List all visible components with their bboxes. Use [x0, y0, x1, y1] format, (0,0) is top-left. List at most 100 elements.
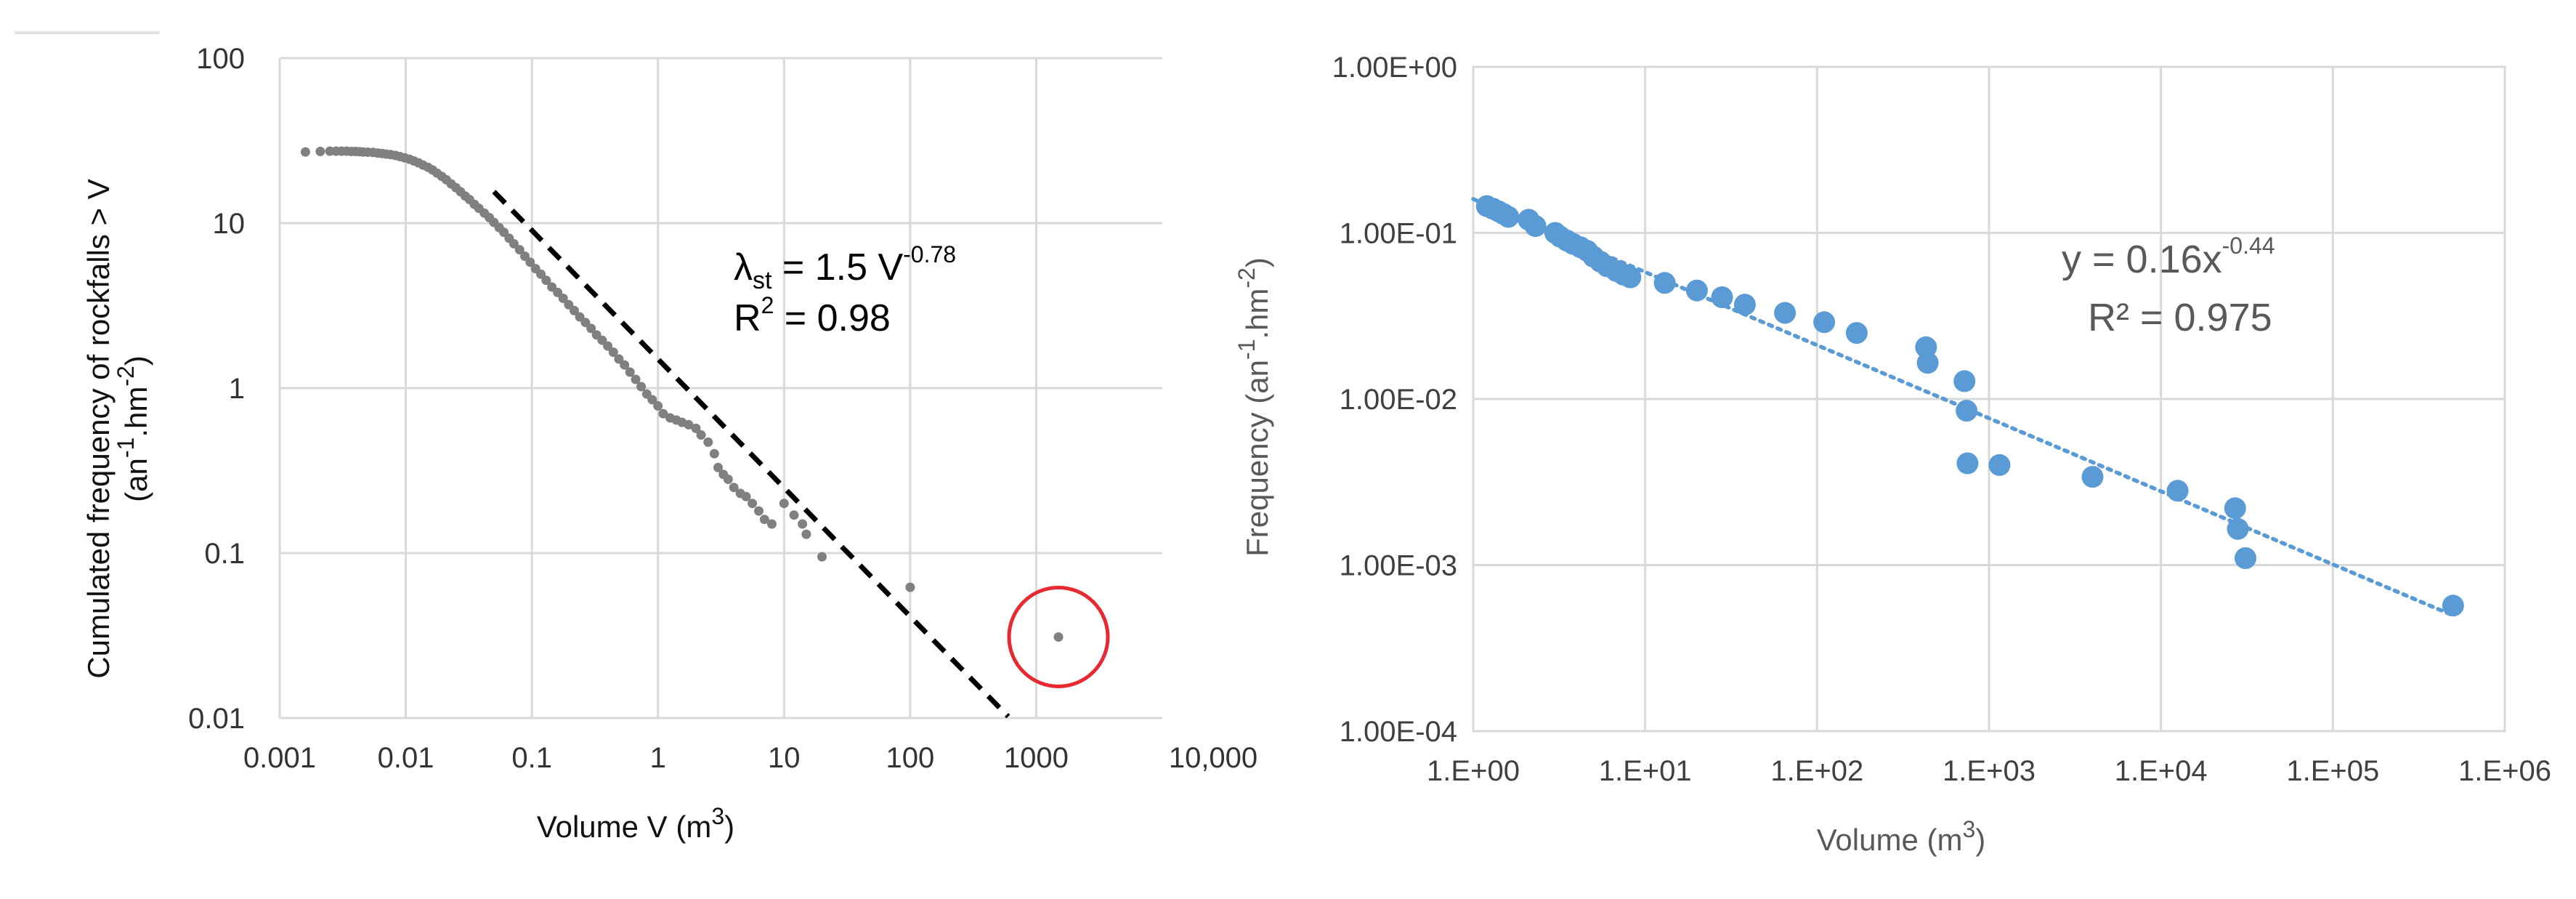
- left-data-point: [315, 146, 325, 156]
- left-data-point: [798, 519, 808, 529]
- left-data-point: [558, 294, 568, 303]
- left-data-point: [817, 552, 827, 562]
- left-y-tick-label: 0.1: [204, 538, 245, 570]
- left-x-tick-label: 1000: [1004, 742, 1069, 774]
- left-data-point: [801, 529, 811, 539]
- left-data-point: [553, 287, 563, 297]
- left-data-point: [653, 401, 663, 411]
- left-data-point: [536, 269, 546, 279]
- right-equation: y = 0.16x-0.44: [2062, 233, 2275, 281]
- left-data-point: [541, 275, 551, 286]
- highlight-circle: [1007, 585, 1110, 688]
- left-data-point: [767, 519, 777, 529]
- right-y-tick-label: 1.00E+00: [1332, 52, 1457, 84]
- right-y-tick-label: 1.00E-02: [1340, 384, 1457, 416]
- left-data-point: [703, 437, 713, 447]
- left-gridlines: [278, 57, 1162, 719]
- right-x-axis-title: Volume (m3): [1817, 816, 1986, 857]
- left-y-tick-label: 1: [229, 373, 245, 405]
- left-data-point: [709, 448, 719, 459]
- left-x-tick-label: 0.001: [243, 742, 316, 774]
- left-data-point: [608, 347, 618, 358]
- right-gridlines: [1472, 65, 2506, 733]
- right-data-point: [1619, 266, 1642, 289]
- right-data-point: [1953, 370, 1976, 392]
- left-data-point: [748, 499, 758, 509]
- frequency-volume-chart: 1.E+00 1.E+01 1.E+02 1.E+03 1.E+04 1.E+05 1.E+…: [1234, 52, 2551, 857]
- right-data-point: [1774, 302, 1797, 324]
- right-y-tick-labels: 1.00E-04 1.00E-03 1.00E-02 1.00E-01 1.00E+00: [1332, 52, 1457, 748]
- left-data-point: [741, 491, 751, 501]
- left-x-tick-label: 1: [650, 742, 666, 774]
- right-y-axis-title: Frequency (an-1.hm-2): [1234, 257, 1274, 557]
- right-data-point: [2227, 517, 2249, 540]
- right-data-point: [1524, 215, 1547, 237]
- left-data-point: [603, 341, 613, 351]
- left-data-point: [759, 515, 769, 525]
- left-y-tick-label: 0.01: [188, 703, 245, 735]
- left-data-point: [620, 360, 630, 370]
- left-data-point: [696, 430, 706, 440]
- right-x-tick-label: 1.E+03: [1943, 755, 2036, 787]
- left-data-points: [300, 146, 1064, 642]
- right-data-point: [2081, 466, 2104, 488]
- left-y-tick-labels: 0.01 0.1 1 10 100: [188, 43, 245, 735]
- right-data-point: [2442, 594, 2464, 617]
- left-data-point: [647, 395, 657, 405]
- right-y-tick-label: 1.00E-03: [1340, 550, 1457, 582]
- left-y-axis-title-line1: Cumulated frequency of rockfalls > V: [81, 179, 116, 679]
- right-x-tick-label: 1.E+06: [2458, 755, 2551, 787]
- right-data-point: [1653, 272, 1676, 294]
- left-data-point: [570, 305, 579, 315]
- right-data-point: [1733, 294, 1756, 316]
- left-data-point: [636, 382, 647, 392]
- right-data-point: [1988, 453, 2011, 476]
- left-data-point: [1053, 632, 1064, 642]
- left-data-point: [580, 318, 591, 328]
- right-data-point: [1916, 352, 1939, 374]
- right-data-point: [1956, 452, 1979, 475]
- right-x-tick-label: 1.E+02: [1770, 755, 1863, 787]
- right-x-tick-label: 1.E+01: [1599, 755, 1692, 787]
- right-plot-border: [1472, 65, 2506, 733]
- left-x-tick-label: 0.01: [378, 742, 434, 774]
- left-x-tick-labels: 0.001 0.01 0.1 1 10 100 1000 10,000: [243, 742, 1257, 774]
- right-y-tick-label: 1.00E-01: [1340, 218, 1457, 250]
- left-data-point: [905, 582, 915, 592]
- right-data-point: [1711, 286, 1733, 308]
- right-y-tick-label: 1.00E-04: [1340, 716, 1457, 748]
- left-data-point: [300, 147, 310, 157]
- left-x-tick-label: 100: [886, 742, 934, 774]
- right-data-point: [1497, 206, 1520, 228]
- left-data-point: [779, 499, 789, 509]
- left-y-tick-label: 10: [213, 208, 246, 240]
- left-r-squared: R2 = 0.98: [734, 292, 891, 339]
- left-x-tick-label: 0.1: [511, 742, 552, 774]
- left-fit-line: [492, 190, 1010, 719]
- left-data-point: [723, 475, 733, 484]
- left-data-point: [631, 374, 641, 384]
- left-data-point: [625, 367, 635, 377]
- right-data-points: [1475, 195, 2464, 617]
- left-y-tick-label: 100: [196, 43, 245, 75]
- right-x-tick-label: 1.E+04: [2115, 755, 2208, 787]
- left-data-point: [514, 245, 524, 255]
- left-data-point: [586, 323, 596, 334]
- right-data-point: [2166, 480, 2189, 502]
- right-x-tick-label: 1.E+00: [1427, 755, 1520, 787]
- left-data-point: [691, 423, 701, 433]
- left-x-tick-label: 10: [768, 742, 801, 774]
- left-data-point: [525, 257, 535, 267]
- left-data-point: [684, 419, 694, 430]
- right-data-point: [1845, 322, 1868, 344]
- left-data-point: [614, 354, 624, 364]
- right-x-tick-labels: 1.E+00 1.E+01 1.E+02 1.E+03 1.E+04 1.E+05 1.E+…: [1427, 755, 2551, 787]
- left-data-point: [658, 408, 668, 419]
- left-data-point: [789, 510, 799, 520]
- left-equation: λst = 1.5 V-0.78: [734, 241, 956, 294]
- left-x-axis-title: Volume V (m3): [537, 803, 734, 844]
- right-data-point: [1685, 279, 1708, 302]
- right-data-point: [1813, 311, 1836, 334]
- left-data-point: [564, 299, 574, 310]
